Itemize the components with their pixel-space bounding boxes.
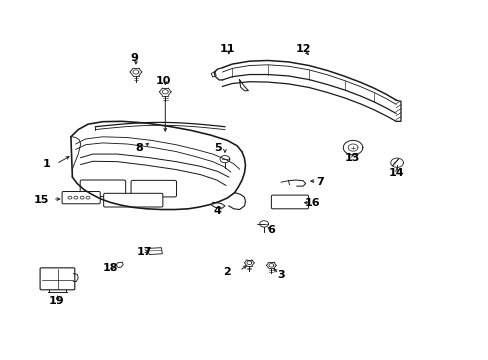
Text: 12: 12 xyxy=(295,44,310,54)
Text: 16: 16 xyxy=(305,198,320,208)
Text: 17: 17 xyxy=(136,247,152,257)
Text: 14: 14 xyxy=(387,168,403,178)
Text: 1: 1 xyxy=(42,159,50,169)
Text: 13: 13 xyxy=(344,153,359,163)
Text: 18: 18 xyxy=(102,263,118,273)
Text: 6: 6 xyxy=(267,225,275,235)
FancyBboxPatch shape xyxy=(62,192,100,204)
Text: 15: 15 xyxy=(34,195,49,205)
Text: 7: 7 xyxy=(316,177,324,187)
Text: 5: 5 xyxy=(213,143,221,153)
Polygon shape xyxy=(147,248,162,255)
FancyBboxPatch shape xyxy=(271,195,308,209)
FancyBboxPatch shape xyxy=(103,193,163,207)
Text: 4: 4 xyxy=(213,206,221,216)
Text: 2: 2 xyxy=(223,267,231,277)
Text: 10: 10 xyxy=(156,76,171,86)
Text: 19: 19 xyxy=(48,296,64,306)
FancyBboxPatch shape xyxy=(80,180,125,197)
FancyBboxPatch shape xyxy=(131,180,176,197)
Text: 3: 3 xyxy=(277,270,285,280)
Text: 8: 8 xyxy=(135,143,143,153)
FancyBboxPatch shape xyxy=(40,268,75,290)
Text: 9: 9 xyxy=(130,53,138,63)
Text: 11: 11 xyxy=(219,44,235,54)
